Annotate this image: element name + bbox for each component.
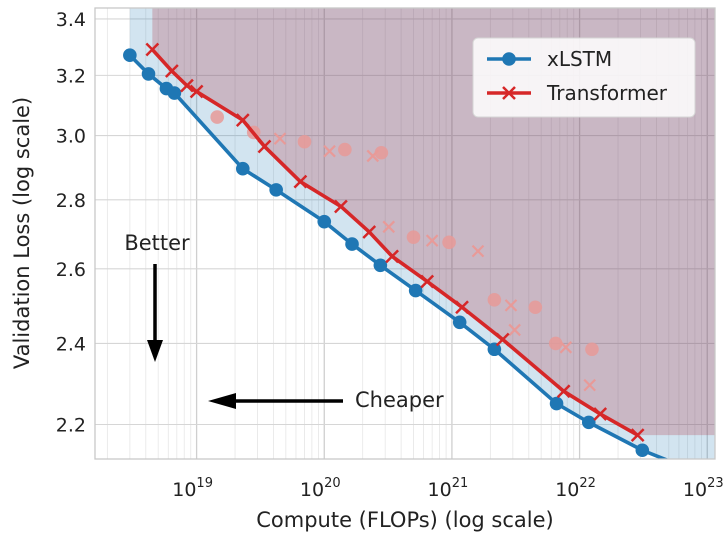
y-tick-label: 2.6: [56, 259, 86, 281]
xlstm-point: [167, 86, 182, 100]
xlstm-point: [691, 465, 705, 479]
x-tick-label: 1023: [683, 476, 724, 501]
y-axis-title: Validation Loss (log scale): [10, 97, 34, 369]
grid-lines: [95, 8, 715, 459]
y-tick-label: 3.2: [56, 65, 86, 87]
y-tick-label: 2.4: [56, 333, 86, 355]
transformer-point: [420, 274, 435, 289]
legend-transformer-label: Transformer: [546, 81, 668, 105]
transformer-point: [385, 249, 399, 264]
background-point-xlstm: [548, 336, 563, 351]
transformer-point: [189, 84, 204, 99]
xlstm-point: [345, 237, 359, 251]
transformer-point: [556, 384, 571, 399]
background-point-transformer: [382, 220, 396, 234]
x-tick-label: 1020: [300, 476, 341, 501]
better-arrow-head: [147, 340, 163, 362]
transformer-point: [257, 139, 272, 154]
transformer-point: [235, 113, 250, 127]
y-tick-label: 3.4: [56, 9, 86, 31]
xlstm-point: [317, 214, 332, 229]
x-axis-title: Compute (FLOPs) (log scale): [256, 508, 553, 532]
background-point-xlstm: [338, 142, 352, 157]
background-points: [210, 110, 599, 392]
x-tick-label: 1021: [428, 476, 469, 501]
transformer-point: [630, 428, 645, 443]
y-tick-label: 3.0: [56, 126, 86, 148]
transformer-line: [150, 48, 639, 437]
legend-xlstm-label: xLSTM: [547, 47, 612, 71]
xlstm-point: [581, 415, 596, 430]
background-point-xlstm: [406, 230, 421, 244]
background-point-transformer: [508, 323, 521, 337]
annotation-better: Better: [124, 231, 190, 255]
transformer-point: [495, 332, 510, 347]
y-tick-label: 2.2: [56, 414, 86, 436]
background-point-transformer: [366, 149, 380, 163]
x-tick-label: 1019: [172, 476, 213, 501]
background-point-transformer: [425, 234, 439, 247]
background-point-transformer: [559, 341, 573, 354]
xlstm-point: [373, 258, 388, 273]
transformer-point: [180, 78, 194, 93]
xlstm-point: [408, 283, 423, 298]
background-point-xlstm: [297, 134, 312, 149]
annotation-cheaper: Cheaper: [355, 388, 444, 412]
xlstm-point: [635, 443, 650, 458]
transformer-point: [293, 174, 308, 189]
background-point-transformer: [323, 144, 336, 158]
background-point-xlstm: [528, 300, 543, 315]
background-point-transformer: [583, 378, 596, 392]
background-point-transformer: [471, 244, 485, 258]
background-point-xlstm: [585, 342, 599, 357]
xlstm-point: [269, 183, 283, 197]
background-point-transformer: [504, 299, 518, 312]
background-point-xlstm: [487, 293, 502, 307]
transformer-point: [593, 407, 608, 421]
xlstm-point: [452, 315, 467, 330]
transformer-point: [362, 225, 377, 239]
x-tick-label: 1022: [555, 476, 596, 501]
transformer-point: [145, 42, 160, 57]
background-point-xlstm: [442, 235, 456, 250]
series-lines: [123, 42, 705, 479]
y-tick-labels: 2.2 2.4 2.6 2.8 3.0 3.2 3.4: [56, 9, 86, 437]
legend-transformer-marker: [502, 86, 516, 100]
plot-frame: [94, 7, 716, 460]
cheaper-arrow-head: [208, 393, 236, 409]
background-point-xlstm: [374, 145, 389, 160]
legend: xLSTM Transformer: [472, 37, 696, 118]
transformer-point: [164, 64, 179, 78]
y-tick-label: 2.8: [56, 190, 86, 212]
xlstm-region: [129, 8, 715, 459]
xlstm-point: [549, 396, 564, 411]
xlstm-point: [235, 161, 250, 176]
transformer-point: [334, 199, 348, 214]
legend-xlstm-marker: [502, 52, 516, 66]
xlstm-point: [141, 67, 156, 81]
x-tick-labels: 1019 1020 1021 1022 1023: [172, 476, 723, 501]
background-point-xlstm: [210, 110, 225, 124]
xlstm-point: [123, 48, 137, 63]
transformer-point: [455, 300, 469, 315]
background-point-transformer: [273, 132, 287, 145]
